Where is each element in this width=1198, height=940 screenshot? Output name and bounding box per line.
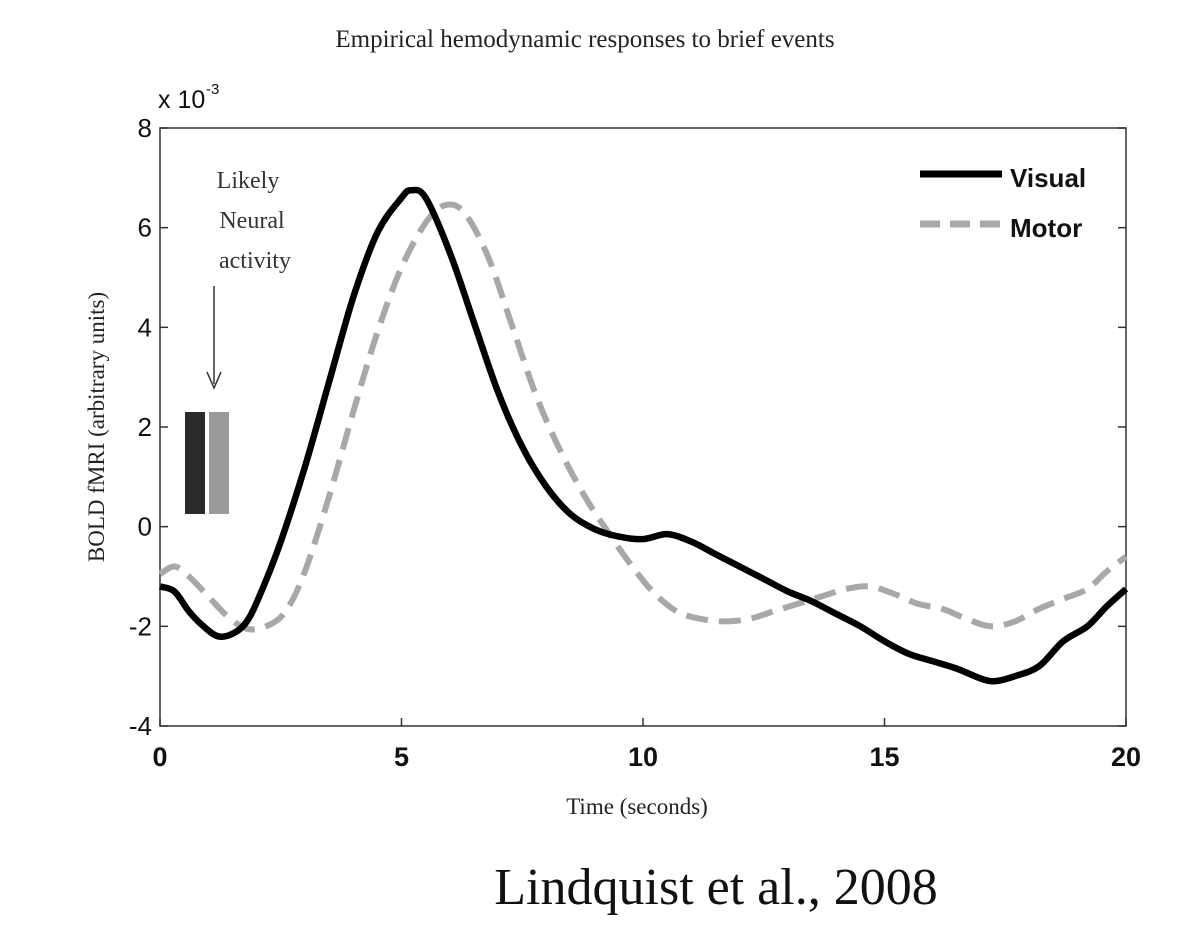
series-line-visual: [158, 186, 1129, 685]
annotation-line-3: activity: [219, 248, 291, 274]
axis-ticks: 0 5 10 15 20 -4 -2 0 2 4 6 8: [129, 113, 1141, 772]
x-tick-label: 15: [869, 742, 899, 772]
y-axis-label: BOLD fMRI (arbitrary units): [84, 292, 109, 562]
series-group: [158, 186, 1129, 685]
x-tick-label: 20: [1111, 742, 1141, 772]
neural-activity-annotation: Likely Neural activity: [185, 168, 291, 514]
y-multiplier: x 10 -3: [158, 81, 219, 114]
citation: Lindquist et al., 2008: [494, 859, 937, 916]
neural-activity-bar-motor: [209, 412, 229, 514]
legend-label-visual: Visual: [1010, 163, 1086, 193]
x-tick-label: 10: [628, 742, 658, 772]
legend-label-motor: Motor: [1010, 213, 1082, 243]
y-tick-label: -2: [129, 611, 152, 641]
annotation-line-2: Neural: [219, 208, 285, 234]
y-tick-label: 6: [138, 213, 152, 243]
neural-activity-bar-visual: [185, 412, 205, 514]
y-tick-label: 0: [138, 512, 152, 542]
annotation-arrow-head: [206, 371, 222, 390]
legend: Visual Motor: [920, 163, 1086, 243]
plot-frame: [159, 127, 1127, 727]
y-tick-label: 8: [138, 113, 152, 143]
x-axis-label: Time (seconds): [566, 794, 708, 819]
x-tick-label: 5: [394, 742, 409, 772]
x-tick-label: 0: [152, 742, 167, 772]
chart-title: Empirical hemodynamic responses to brief…: [335, 26, 834, 53]
y-tick-label: 2: [138, 412, 152, 442]
y-multiplier-text: x 10: [158, 86, 205, 114]
annotation-line-1: Likely: [217, 168, 280, 194]
y-tick-label: 4: [138, 312, 152, 342]
series-line-motor: [158, 201, 1128, 633]
y-tick-label: -4: [129, 711, 152, 741]
y-multiplier-exponent: -3: [206, 81, 219, 98]
